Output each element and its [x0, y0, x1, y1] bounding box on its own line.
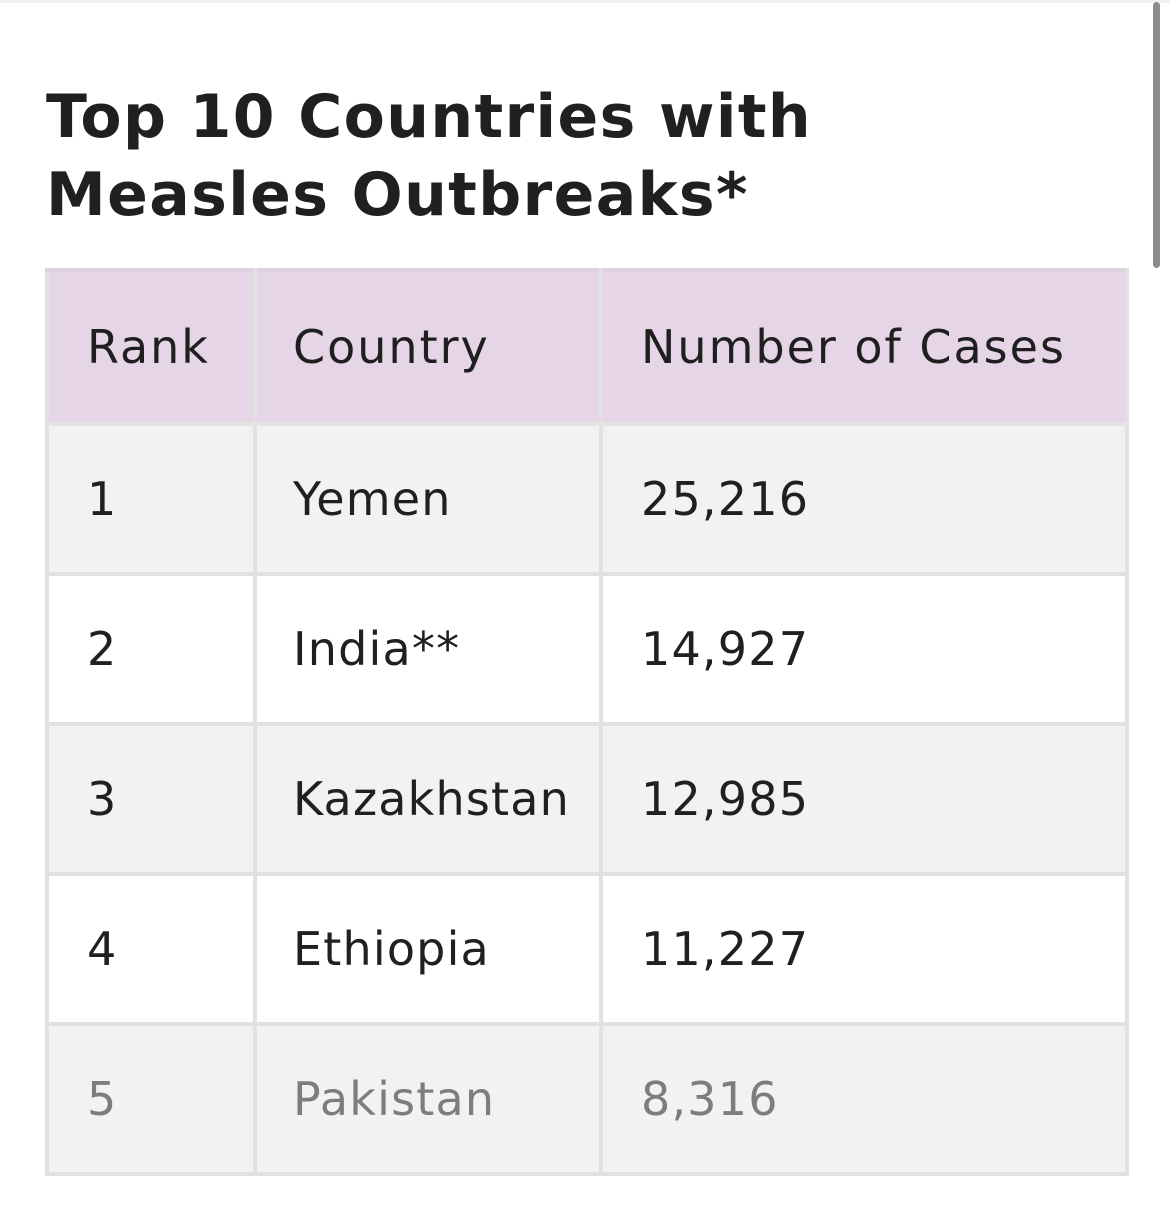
table-row: 2 India** 14,927 [45, 572, 1129, 726]
cell-country: Pakistan [253, 1022, 603, 1176]
cell-cases: 25,216 [599, 422, 1129, 576]
cell-cases: 12,985 [599, 722, 1129, 876]
cell-country: Yemen [253, 422, 603, 576]
table-header-row: Rank Country Number of Cases [45, 268, 1129, 426]
measles-table-container: Rank Country Number of Cases 1 Yemen 25,… [45, 268, 1129, 1176]
scrollbar-thumb[interactable] [1153, 2, 1160, 268]
table-header: Rank Country Number of Cases [45, 268, 1129, 426]
cell-country: Ethiopia [253, 872, 603, 1026]
cell-cases: 8,316 [599, 1022, 1129, 1176]
cell-rank: 4 [45, 872, 257, 1026]
column-header-cases: Number of Cases [599, 268, 1129, 426]
column-header-rank: Rank [45, 268, 257, 426]
cell-country: Kazakhstan [253, 722, 603, 876]
table-body: 1 Yemen 25,216 2 India** 14,927 3 Kazakh… [45, 422, 1129, 1176]
cell-country: India** [253, 572, 603, 726]
cell-rank: 3 [45, 722, 257, 876]
top-edge-divider [0, 0, 1170, 3]
cell-rank: 2 [45, 572, 257, 726]
cell-cases: 11,227 [599, 872, 1129, 1026]
table-row: 5 Pakistan 8,316 [45, 1022, 1129, 1176]
table-row: 1 Yemen 25,216 [45, 422, 1129, 576]
measles-table: Rank Country Number of Cases 1 Yemen 25,… [45, 268, 1129, 1176]
cell-rank: 1 [45, 422, 257, 576]
cell-rank: 5 [45, 1022, 257, 1176]
table-row: 3 Kazakhstan 12,985 [45, 722, 1129, 876]
table-row: 4 Ethiopia 11,227 [45, 872, 1129, 1026]
column-header-country: Country [253, 268, 603, 426]
page-title: Top 10 Countries with Measles Outbreaks* [46, 82, 813, 230]
cell-cases: 14,927 [599, 572, 1129, 726]
